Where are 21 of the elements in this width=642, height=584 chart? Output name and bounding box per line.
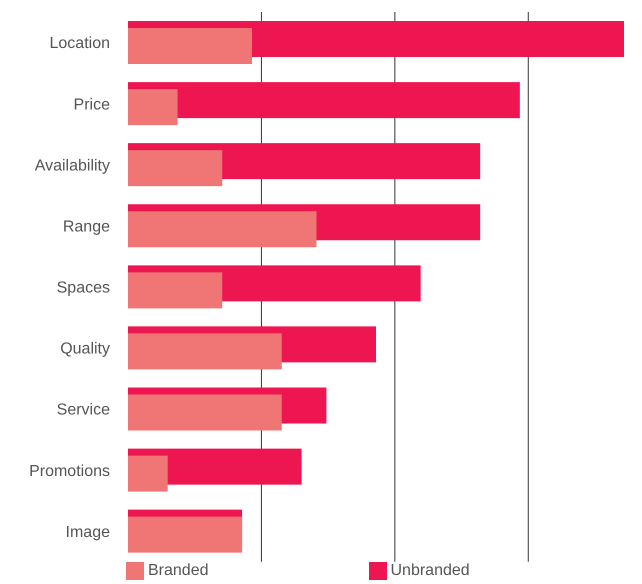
y-tick-label: Range	[62, 218, 110, 236]
bar	[128, 28, 252, 64]
legend-label: Unbranded	[390, 562, 470, 579]
legend-label: Branded	[148, 562, 208, 579]
y-tick-label: Service	[56, 402, 110, 419]
bar	[128, 516, 242, 553]
bar	[128, 456, 168, 492]
y-tick-label: Location	[50, 35, 110, 52]
bar	[128, 89, 178, 126]
bar	[128, 211, 316, 248]
y-tick-label: Promotions	[29, 462, 110, 480]
y-tick-label: Price	[74, 96, 110, 114]
y-tick-label: Availability	[34, 157, 110, 174]
y-tick-label: Spaces	[56, 280, 110, 297]
bar	[128, 150, 222, 186]
y-tick-label: Quality	[60, 340, 110, 358]
y-tick-label: Image	[66, 524, 110, 541]
bar	[128, 394, 282, 431]
bar	[128, 82, 520, 118]
bar	[128, 333, 282, 370]
bar	[128, 272, 222, 308]
